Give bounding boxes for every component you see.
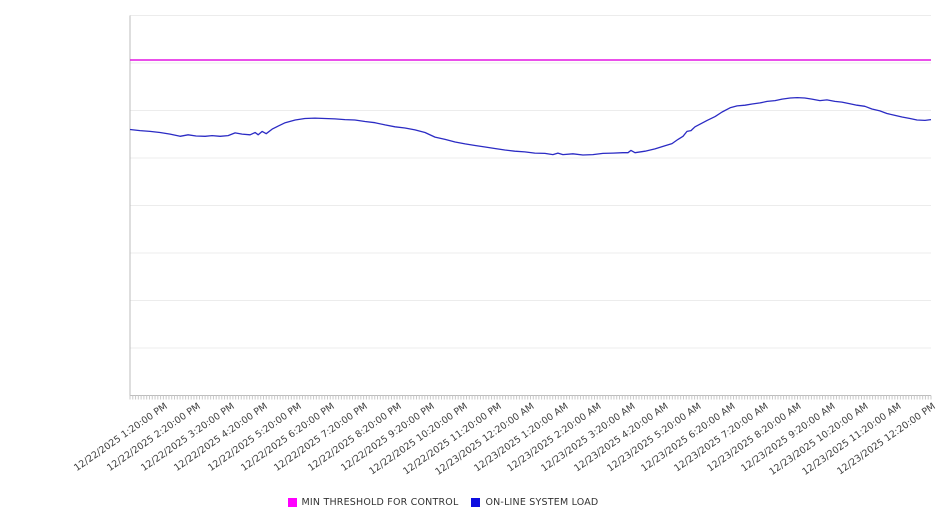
plot-area xyxy=(129,15,932,400)
chart-legend: MIN THRESHOLD FOR CONTROL ON-LINE SYSTEM… xyxy=(0,497,886,508)
legend-item-min-threshold: MIN THRESHOLD FOR CONTROL xyxy=(287,497,459,508)
online-system-load-line xyxy=(129,96,932,156)
legend-item-online-load: ON-LINE SYSTEM LOAD xyxy=(471,497,598,508)
legend-swatch-blue-icon xyxy=(471,498,481,507)
legend-swatch-magenta-icon xyxy=(287,498,297,507)
legend-label-online-load: ON-LINE SYSTEM LOAD xyxy=(485,497,599,508)
legend-label-min-threshold: MIN THRESHOLD FOR CONTROL xyxy=(301,497,459,508)
